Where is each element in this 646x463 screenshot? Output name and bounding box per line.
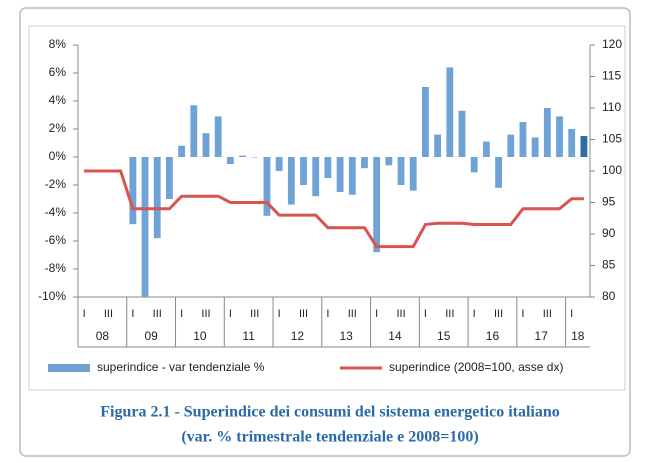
bar (458, 110, 466, 157)
bar (263, 157, 271, 216)
quarter-label: I (131, 308, 134, 320)
bar (239, 155, 246, 157)
bar (519, 122, 527, 157)
quarter-label: III (201, 308, 210, 320)
bar (226, 157, 234, 164)
bar (287, 157, 295, 205)
bar (422, 87, 429, 157)
bar (361, 157, 368, 169)
quarter-label: I (229, 308, 232, 320)
quarter-label: III (153, 308, 162, 320)
y2-tick-label: 120 (602, 37, 622, 51)
year-label: 14 (388, 329, 402, 343)
line (84, 169, 584, 249)
y-tick-label: 4% (49, 93, 67, 107)
legend-label: superindice - var tendenziale % (97, 360, 265, 374)
bar (373, 157, 381, 253)
caption: (var. % trimestrale tendenziale e 2008=1… (181, 429, 478, 446)
quarter-label: III (543, 308, 552, 320)
bar (275, 157, 283, 171)
quarter-label: I (473, 308, 476, 320)
year-label: 18 (571, 329, 585, 343)
y2-tick-label: 110 (602, 100, 621, 114)
bar (336, 157, 344, 192)
y2-tick-label: 90 (602, 226, 616, 240)
year-label: 08 (96, 329, 110, 343)
y2-tick-label: 95 (602, 195, 616, 209)
legend-swatch (48, 364, 90, 372)
year-label: 12 (291, 329, 305, 343)
y-tick-label: -2% (45, 177, 67, 191)
y2-tick-label: 85 (602, 258, 616, 272)
bar (324, 157, 332, 178)
quarter-label: I (83, 308, 86, 320)
quarter-label: I (326, 308, 329, 320)
bar (531, 137, 539, 157)
bar (141, 157, 149, 297)
quarter-label: III (348, 308, 357, 320)
quarter-label: III (299, 308, 308, 320)
bar (385, 157, 393, 166)
quarter-label: III (494, 308, 503, 320)
quarter-label: III (445, 308, 454, 320)
bar (300, 157, 307, 185)
y-tick-label: -10% (38, 289, 66, 303)
bar (312, 157, 320, 197)
quarter-label: I (424, 308, 427, 320)
bar (166, 157, 173, 199)
quarter-label: I (570, 308, 573, 320)
legend-label: superindice (2008=100, asse dx) (389, 360, 563, 374)
bar (251, 157, 259, 158)
bar (348, 157, 356, 195)
bar (446, 67, 454, 157)
bar (190, 105, 198, 157)
bar (507, 134, 515, 157)
y-tick-label: -8% (45, 261, 67, 275)
year-label: 17 (535, 329, 549, 343)
y2-tick-label: 80 (602, 289, 616, 303)
y2-tick-label: 100 (602, 163, 622, 177)
bar (397, 157, 405, 185)
bar (202, 133, 210, 157)
bar (178, 145, 186, 157)
quarter-label: I (278, 308, 281, 320)
quarter-label: I (180, 308, 183, 320)
y-tick-label: 6% (49, 65, 67, 79)
quarter-label: III (104, 308, 113, 320)
bar (129, 157, 137, 225)
bar (568, 129, 576, 157)
bar (409, 157, 417, 191)
year-label: 11 (242, 329, 255, 343)
bar (543, 108, 551, 157)
bar (470, 157, 478, 173)
quarter-label: III (396, 308, 405, 320)
y-tick-label: -4% (45, 205, 67, 219)
chart-box (28, 25, 626, 391)
year-label: 13 (340, 329, 354, 343)
bar (214, 116, 222, 157)
y2-tick-label: 105 (602, 132, 622, 146)
bar (153, 157, 161, 239)
y2-tick-label: 115 (602, 69, 621, 83)
frame (19, 7, 631, 457)
y-tick-label: -6% (45, 233, 67, 247)
year-label: 09 (144, 329, 158, 343)
bar (434, 134, 442, 157)
y-tick-label: 2% (49, 121, 67, 135)
quarter-label: I (375, 308, 378, 320)
bar (495, 157, 502, 188)
y-tick-label: 8% (49, 37, 67, 51)
quarter-label: III (250, 308, 259, 320)
bar (482, 141, 490, 157)
year-label: 16 (486, 329, 500, 343)
year-label: 15 (437, 329, 451, 343)
bar (580, 136, 588, 157)
quarter-label: I (521, 308, 524, 320)
bar (556, 116, 563, 157)
y-tick-label: 0% (49, 149, 67, 163)
year-label: 10 (193, 329, 207, 343)
caption: Figura 2.1 - Superindice dei consumi del… (100, 404, 560, 421)
